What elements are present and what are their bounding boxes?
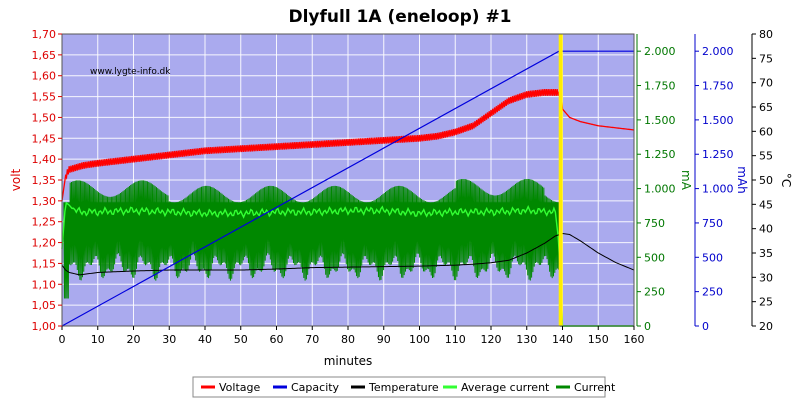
mah-axis-label: mAh	[735, 166, 749, 194]
celsius-tick-label: 50	[759, 174, 773, 187]
mah-tick-label: 1.000	[702, 183, 734, 196]
celsius-axis-label: °C	[779, 173, 793, 187]
volt-tick-label: 1,45	[32, 132, 57, 145]
axes-layer: 0 10 20 30 40 50 60 70 80 90 100 110 120 130 140 150 160…	[9, 28, 793, 346]
legend-label: Capacity	[291, 381, 340, 394]
celsius-tick-label: 35	[759, 247, 773, 260]
end-of-charge-marker	[558, 34, 563, 326]
legend-label: Temperature	[368, 381, 439, 394]
series-layer	[61, 50, 635, 327]
x-tick-label: 140	[552, 333, 573, 346]
celsius-tick-label: 45	[759, 198, 773, 211]
legend-label: Current	[574, 381, 616, 394]
ma-tick-label: 1.250	[644, 148, 676, 161]
legend-box	[192, 376, 606, 398]
ma-tick-label: 1.500	[644, 114, 676, 127]
ma-axis-label: mA	[679, 170, 693, 191]
x-tick-label: 20	[127, 333, 141, 346]
x-axis-label: minutes	[324, 354, 373, 368]
x-tick-label: 0	[59, 333, 66, 346]
celsius-tick-label: 55	[759, 150, 773, 163]
ma-tick-label: 1.000	[644, 183, 676, 196]
x-tick-label: 150	[588, 333, 609, 346]
volt-tick-label: 1,05	[32, 299, 57, 312]
celsius-tick-label: 80	[759, 28, 773, 41]
ma-tick-label: 750	[644, 217, 665, 230]
celsius-tick-label: 30	[759, 271, 773, 284]
x-tick-label: 80	[341, 333, 355, 346]
ma-tick-label: 1.750	[644, 80, 676, 93]
volt-tick-label: 1,15	[32, 257, 57, 270]
mah-tick-label: 0	[702, 320, 709, 333]
volt-tick-label: 1,55	[32, 91, 57, 104]
average-current-line	[61, 201, 633, 327]
x-tick-label: 130	[516, 333, 537, 346]
volt-tick-label: 1,35	[32, 174, 57, 187]
mah-tick-label: 500	[702, 251, 723, 264]
mah-tick-label: 1.500	[702, 114, 734, 127]
x-tick-label: 10	[91, 333, 105, 346]
celsius-tick-label: 70	[759, 77, 773, 90]
temperature-line	[61, 233, 635, 276]
volt-tick-label: 1,50	[32, 111, 57, 124]
volt-tick-label: 1,25	[32, 216, 57, 229]
x-tick-label: 90	[377, 333, 391, 346]
ma-tick-label: 500	[644, 251, 665, 264]
legend-label: Voltage	[219, 381, 260, 394]
volt-tick-label: 1,70	[32, 28, 57, 41]
celsius-tick-label: 25	[759, 296, 773, 309]
celsius-tick-label: 75	[759, 52, 773, 65]
celsius-tick-label: 20	[759, 320, 773, 333]
volt-tick-label: 1,65	[32, 49, 57, 62]
mah-tick-label: 750	[702, 217, 723, 230]
volt-tick-label: 1,20	[32, 237, 57, 250]
chart-title: Dlyfull 1A (eneloop) #1	[288, 7, 511, 27]
volt-tick-label: 1,60	[32, 70, 57, 83]
volt-tick-label: 1,10	[32, 278, 57, 291]
mah-tick-label: 1.750	[702, 80, 734, 93]
watermark: www.lygte-info.dk	[90, 67, 171, 77]
x-tick-label: 30	[162, 333, 176, 346]
mah-tick-label: 1.250	[702, 148, 734, 161]
x-tick-label: 160	[624, 333, 645, 346]
ma-tick-label: 250	[644, 286, 665, 299]
x-tick-label: 70	[305, 333, 319, 346]
current-line	[63, 178, 560, 299]
x-tick-label: 100	[409, 333, 430, 346]
celsius-tick-label: 65	[759, 101, 773, 114]
mah-tick-label: 250	[702, 286, 723, 299]
x-tick-label: 110	[445, 333, 466, 346]
voltage-line	[61, 87, 635, 201]
celsius-tick-label: 40	[759, 223, 773, 236]
x-tick-label: 60	[270, 333, 284, 346]
volt-tick-label: 1,40	[32, 153, 57, 166]
celsius-tick-label: 60	[759, 125, 773, 138]
ma-tick-label: 0	[644, 320, 651, 333]
legend-label: Average current	[461, 381, 550, 394]
ma-tick-label: 2.000	[644, 45, 676, 58]
volt-axis-label: volt	[9, 168, 23, 191]
x-tick-label: 120	[481, 333, 502, 346]
volt-tick-label: 1,30	[32, 195, 57, 208]
x-tick-label: 40	[198, 333, 212, 346]
x-tick-label: 50	[234, 333, 248, 346]
legend: Voltage Capacity Temperature Average curren…	[192, 376, 616, 398]
volt-tick-label: 1,00	[32, 320, 57, 333]
mah-tick-label: 2.000	[702, 45, 734, 58]
